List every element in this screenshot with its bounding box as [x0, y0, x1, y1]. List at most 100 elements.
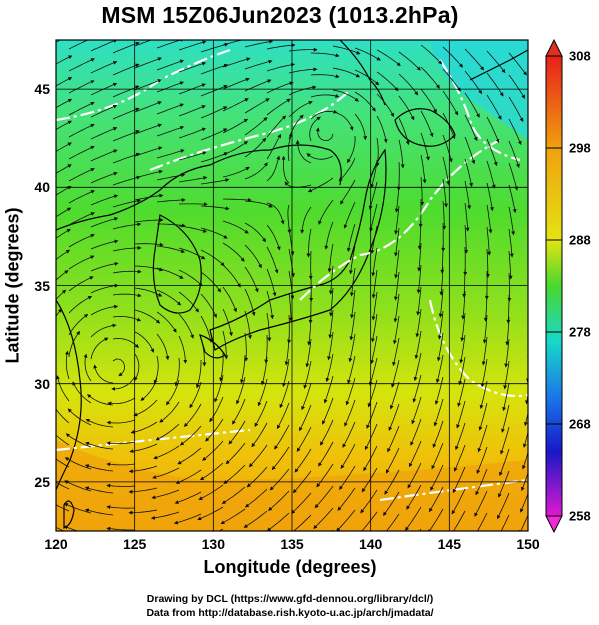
streamline	[266, 155, 281, 182]
x-axis-label: Longitude (degrees)	[203, 557, 377, 577]
streamline	[486, 204, 493, 234]
streamline	[178, 151, 207, 161]
streamline	[370, 313, 378, 343]
streamline	[107, 397, 136, 406]
streamline	[376, 49, 401, 67]
streamline	[407, 462, 422, 489]
streamline	[68, 313, 89, 336]
streamline	[222, 308, 233, 337]
streamline	[294, 448, 312, 473]
streamline	[222, 242, 245, 262]
streamline	[486, 94, 502, 120]
streamline	[327, 331, 334, 361]
streamline	[477, 512, 488, 531]
streamline	[56, 164, 72, 174]
streamline	[156, 173, 186, 181]
streamline	[376, 93, 394, 118]
streamline	[464, 180, 472, 210]
streamline	[349, 267, 356, 297]
streamline	[508, 162, 519, 191]
streamline	[452, 466, 466, 494]
x-tick-label: 150	[516, 536, 540, 552]
streamline	[266, 43, 296, 50]
colorbar-tick-label: 268	[569, 416, 591, 432]
streamline	[531, 200, 537, 227]
streamline	[486, 116, 500, 144]
streamline	[433, 398, 444, 427]
streamline	[68, 40, 96, 50]
streamline	[460, 312, 466, 342]
streamline	[84, 508, 114, 516]
streamline	[337, 487, 356, 511]
streamline	[309, 116, 321, 142]
streamline	[347, 355, 356, 384]
streamline	[56, 186, 72, 196]
streamline	[394, 205, 400, 235]
streamline	[47, 328, 55, 355]
streamline	[198, 484, 224, 500]
streamline	[195, 360, 202, 389]
streamline	[68, 101, 95, 116]
streamline	[134, 146, 163, 157]
streamline	[508, 52, 527, 76]
streamline	[244, 244, 262, 269]
streamline	[301, 382, 312, 411]
streamline	[500, 426, 510, 455]
streamline	[451, 488, 466, 515]
streamline	[420, 132, 430, 161]
streamline	[68, 123, 95, 138]
streamline	[287, 132, 293, 162]
streamline	[90, 40, 118, 52]
streamline	[177, 447, 202, 465]
streamline	[266, 312, 272, 342]
streamline	[360, 489, 378, 514]
streamline	[338, 157, 356, 182]
y-tick-label: 25	[34, 473, 50, 490]
streamline	[477, 424, 488, 453]
streamline	[90, 127, 118, 140]
streamline	[398, 139, 405, 169]
streamline	[307, 177, 334, 193]
streamline	[90, 60, 118, 74]
streamline	[442, 200, 447, 230]
streamline	[246, 466, 268, 488]
streamline	[221, 486, 246, 504]
streamline	[152, 467, 180, 479]
streamline	[200, 315, 213, 343]
streamline	[288, 67, 318, 74]
streamline	[439, 266, 444, 296]
streamline	[72, 381, 92, 404]
streamline	[358, 511, 378, 531]
streamline	[200, 178, 230, 185]
streamline	[63, 525, 79, 531]
streamline	[332, 67, 361, 78]
streamline	[332, 89, 359, 102]
streamline	[350, 289, 356, 319]
streamline	[486, 50, 506, 74]
streamline	[228, 420, 246, 445]
streamline	[128, 487, 158, 494]
streamline	[455, 422, 466, 451]
streamline	[420, 110, 434, 138]
streamline	[291, 492, 312, 514]
streamline	[266, 98, 291, 116]
streamline	[388, 403, 400, 431]
streamline	[152, 534, 180, 539]
streamline	[112, 222, 142, 230]
streamline	[222, 286, 237, 313]
streamline	[508, 250, 513, 280]
streamline	[417, 220, 422, 250]
streamline	[244, 266, 259, 293]
streamline	[156, 245, 186, 253]
streamline	[481, 336, 488, 366]
streamline	[159, 401, 180, 423]
streamline	[366, 401, 378, 429]
streamline	[508, 140, 520, 168]
streamline	[442, 156, 451, 186]
streamline	[134, 123, 163, 135]
streamline	[175, 469, 202, 484]
streamline	[260, 356, 268, 386]
streamline	[128, 509, 158, 515]
streamline	[68, 255, 95, 270]
streamline	[296, 426, 312, 452]
